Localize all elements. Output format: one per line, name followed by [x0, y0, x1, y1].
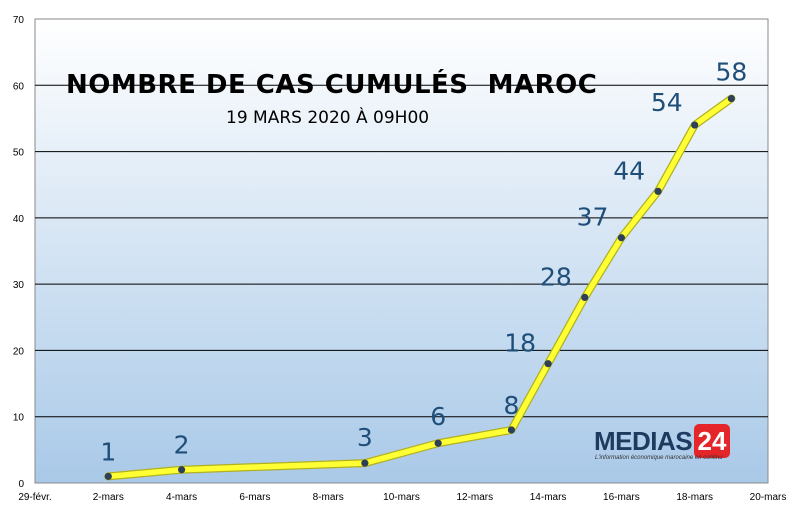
data-point [727, 94, 735, 103]
x-tick-label: 29-févr. [18, 492, 51, 503]
y-tick-label: 20 [13, 346, 25, 357]
x-tick-label: 12-mars [456, 492, 493, 503]
data-label: 1 [100, 437, 116, 466]
y-tick-label: 60 [13, 81, 25, 92]
data-point [434, 439, 442, 447]
x-tick-label: 6-mars [239, 492, 270, 503]
y-tick-label: 0 [18, 479, 24, 490]
x-axis-ticks: 29-févr. 2-mars 4-mars 6-mars 8-mars 10-mars 1… [18, 492, 786, 503]
y-tick-label: 40 [13, 214, 25, 225]
x-tick-label: 16-mars [603, 492, 640, 503]
data-label: 8 [503, 391, 519, 420]
data-point [507, 426, 516, 434]
data-point [361, 459, 369, 467]
data-point [581, 293, 589, 301]
y-tick-label: 50 [13, 148, 25, 159]
x-tick-label: 14-mars [530, 492, 567, 503]
data-point [544, 360, 552, 368]
logo-badge: 24 [694, 424, 730, 458]
y-tick-label: 30 [13, 280, 25, 291]
data-label: 3 [357, 423, 373, 452]
x-tick-label: 4-mars [166, 492, 197, 503]
data-label: 58 [715, 58, 747, 87]
data-markers [104, 94, 735, 480]
medias24-logo: MEDIAS 24 L'information économique maroc… [594, 424, 734, 464]
y-axis-ticks: 0 10 20 30 40 50 60 70 [13, 15, 25, 490]
data-point [654, 187, 662, 195]
logo-wordmark: MEDIAS [594, 426, 693, 456]
y-tick-label: 10 [13, 413, 25, 424]
x-tick-label: 2-mars [93, 492, 124, 503]
data-label: 6 [430, 402, 446, 431]
y-tick-label: 70 [13, 15, 25, 26]
data-label: 18 [504, 329, 536, 358]
x-tick-label: 10-mars [383, 492, 420, 503]
chart-title: NOMBRE DE CAS CUMULÉS MAROC [66, 68, 597, 100]
chart-subtitle: 19 MARS 2020 À 09H00 [226, 106, 429, 128]
data-label: 54 [651, 88, 683, 117]
data-label: 37 [577, 203, 609, 232]
data-point [617, 234, 626, 242]
gridlines [35, 84, 768, 418]
plot-area [34, 18, 769, 484]
data-point [178, 466, 186, 474]
data-label: 44 [613, 156, 645, 185]
x-tick-label: 20-mars [750, 492, 787, 503]
data-point [104, 472, 112, 480]
x-tick-label: 8-mars [313, 492, 344, 503]
x-tick-label: 18-mars [676, 492, 713, 503]
logo-tagline: L'information économique marocaine en co… [595, 455, 723, 461]
data-point [691, 121, 699, 129]
data-label: 28 [540, 262, 572, 291]
data-label: 2 [174, 431, 190, 460]
